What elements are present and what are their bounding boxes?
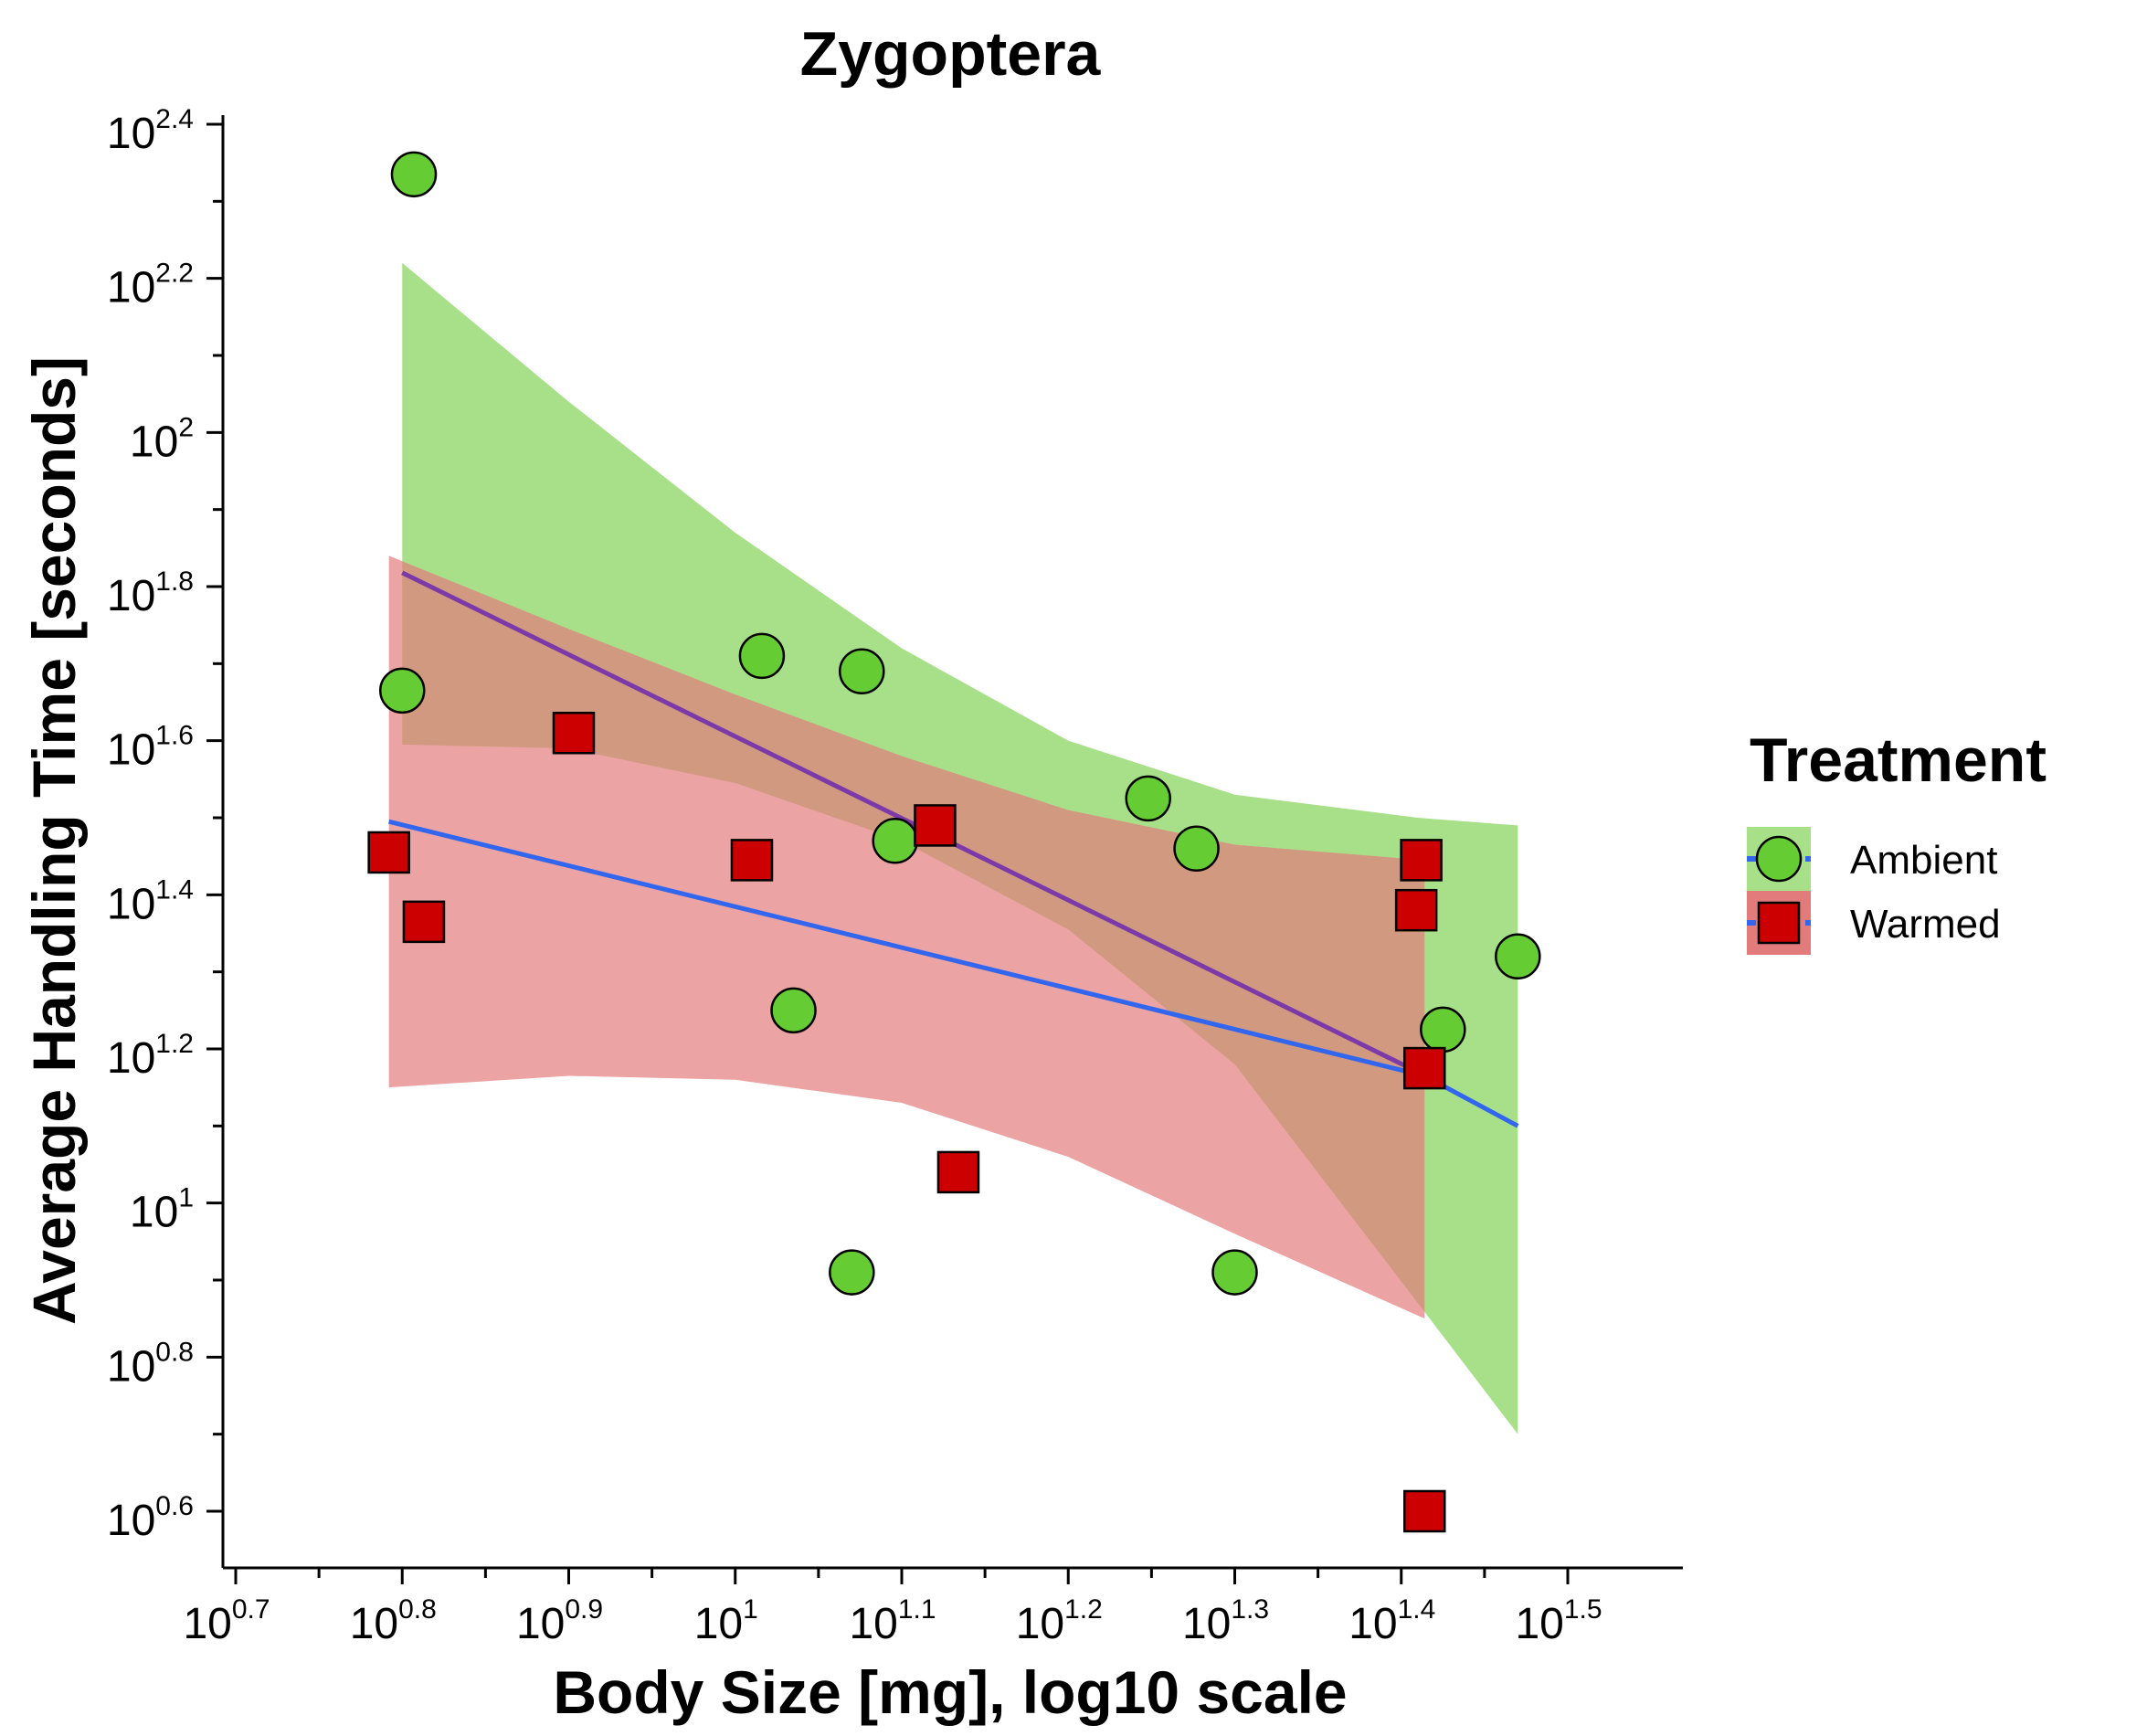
point-warmed-1	[402, 900, 446, 944]
x-tick-label: 101	[694, 1594, 758, 1648]
axes	[221, 115, 1683, 1570]
x-tick-label: 101.5	[1515, 1594, 1602, 1648]
y-tick-exponent: 0.6	[155, 1491, 194, 1521]
x-tick-exponent: 1.2	[1064, 1594, 1103, 1625]
y-tick-base: 10	[107, 1342, 155, 1391]
point-warmed-8	[1403, 1046, 1446, 1090]
point-warmed-2	[552, 711, 596, 755]
fit-line-ambient	[401, 570, 1420, 1074]
y-tick-label: 101.6	[107, 721, 194, 775]
y-tick-exponent: 0.8	[155, 1337, 194, 1367]
point-ambient-8	[1173, 825, 1220, 872]
y-tick-exponent: 1.4	[155, 874, 194, 905]
point-ambient-0	[390, 151, 438, 198]
y-tick-base: 10	[107, 880, 155, 928]
point-warmed-4	[914, 804, 957, 847]
x-tick-base: 10	[183, 1600, 231, 1648]
y-tick-exponent: 1.2	[155, 1029, 194, 1059]
data-points	[367, 151, 1541, 1533]
x-tick-base: 10	[1016, 1600, 1064, 1648]
legend: Treatment Ambient Warmed	[1747, 725, 2047, 955]
x-tick-exponent: 1.5	[1564, 1594, 1602, 1625]
legend-key-ambient-marker	[1755, 835, 1803, 883]
legend-item-warmed: Warmed	[1747, 891, 2001, 955]
x-tick-label: 100.8	[350, 1594, 437, 1648]
y-tick-exponent: 2.4	[155, 104, 194, 134]
x-tick-label: 101.3	[1182, 1594, 1269, 1648]
y-tick-base: 10	[107, 1034, 155, 1083]
point-ambient-10	[1420, 1006, 1466, 1053]
point-warmed-3	[730, 839, 774, 882]
y-axis-title: Average Handling Time [seconds]	[20, 356, 88, 1325]
x-tick-label: 101.1	[849, 1594, 936, 1648]
x-tick-base: 10	[1515, 1600, 1563, 1648]
y-tick-label: 102	[130, 412, 194, 466]
y-tick-exponent: 1	[178, 1183, 194, 1213]
y-tick-label: 102.4	[107, 104, 194, 158]
point-ambient-5	[770, 987, 817, 1034]
x-axis-title: Body Size [mg], log10 scale	[553, 1658, 1347, 1726]
point-ambient-6	[829, 1249, 875, 1296]
y-tick-label: 101.8	[107, 566, 194, 620]
x-tick-exponent: 0.9	[565, 1594, 603, 1625]
x-tick-base: 10	[516, 1600, 565, 1648]
legend-key-warmed-marker	[1757, 901, 1801, 945]
y-tick-base: 10	[107, 1497, 155, 1545]
x-tick-label: 101.2	[1016, 1594, 1103, 1648]
point-warmed-9	[1403, 1489, 1446, 1533]
point-warmed-5	[936, 1150, 980, 1194]
y-tick-base: 10	[107, 264, 155, 312]
y-tick-label: 101	[130, 1183, 194, 1237]
point-ambient-4	[872, 818, 918, 864]
x-tick-base: 10	[1348, 1600, 1397, 1648]
x-tick-exponent: 0.8	[398, 1594, 437, 1625]
point-warmed-0	[367, 831, 410, 874]
x-tick-base: 10	[1182, 1600, 1231, 1648]
x-axis-ticks: 100.7 100.8 100.9 101 101.1 101.2 101.3 101.4 10…	[183, 1568, 1602, 1648]
confidence-ribbons	[388, 262, 1518, 1434]
y-axis-ticks: 100.6100.8101101.2101.4101.6101.8102102.…	[107, 104, 223, 1545]
point-ambient-7	[1125, 775, 1171, 822]
point-ambient-11	[1495, 933, 1541, 980]
point-ambient-3	[839, 648, 885, 695]
legend-title: Treatment	[1750, 725, 2047, 795]
legend-label-ambient: Ambient	[1850, 838, 1997, 883]
y-tick-base: 10	[107, 572, 155, 620]
x-tick-base: 10	[849, 1600, 897, 1648]
legend-item-ambient: Ambient	[1747, 827, 1997, 891]
x-tick-base: 10	[350, 1600, 398, 1648]
x-tick-label: 100.9	[516, 1594, 603, 1648]
y-tick-exponent: 1.8	[155, 566, 194, 597]
y-tick-base: 10	[130, 1189, 178, 1237]
y-tick-label: 102.2	[107, 259, 194, 312]
y-tick-base: 10	[107, 110, 155, 158]
x-tick-label: 100.7	[183, 1594, 270, 1648]
x-tick-base: 10	[694, 1600, 743, 1648]
point-ambient-2	[738, 632, 786, 680]
y-tick-base: 10	[130, 418, 178, 466]
y-tick-label: 100.6	[107, 1491, 194, 1545]
point-ambient-9	[1211, 1249, 1258, 1296]
x-tick-exponent: 1.4	[1398, 1594, 1436, 1625]
point-warmed-6	[1394, 888, 1438, 932]
legend-label-warmed: Warmed	[1850, 902, 2001, 947]
x-tick-label: 101.4	[1348, 1594, 1435, 1648]
ci-ribbon-warmed	[388, 556, 1425, 1319]
y-tick-label: 101.2	[107, 1029, 194, 1083]
point-warmed-7	[1400, 839, 1443, 882]
x-tick-exponent: 0.7	[232, 1594, 270, 1625]
y-tick-exponent: 2.2	[155, 259, 194, 289]
y-tick-label: 100.8	[107, 1337, 194, 1391]
x-tick-exponent: 1.1	[898, 1594, 936, 1625]
x-tick-exponent: 1	[743, 1594, 758, 1625]
y-tick-label: 101.4	[107, 874, 194, 928]
x-tick-exponent: 1.3	[1231, 1594, 1269, 1625]
y-tick-exponent: 1.6	[155, 721, 194, 751]
point-ambient-1	[379, 667, 426, 715]
y-tick-exponent: 2	[178, 412, 194, 442]
y-tick-base: 10	[107, 726, 155, 775]
chart-title: Zygoptera	[800, 19, 1102, 89]
